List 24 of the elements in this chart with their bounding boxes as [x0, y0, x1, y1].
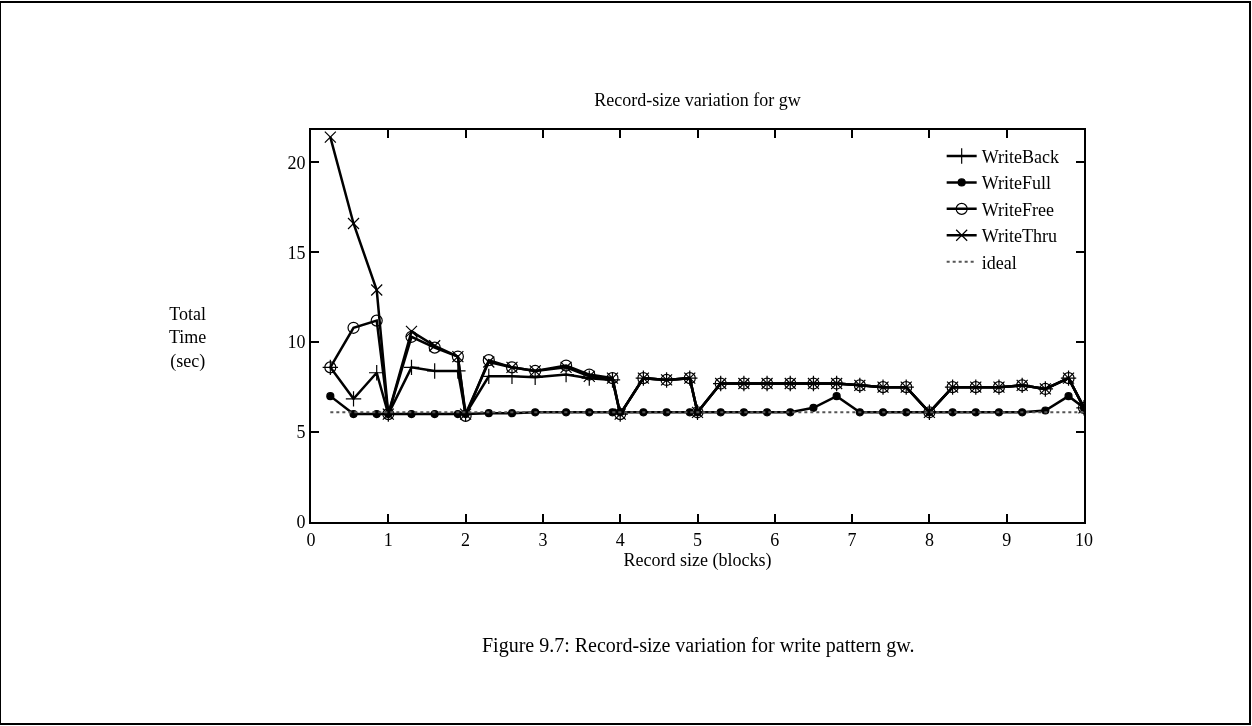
legend-label: WriteFull	[981, 173, 1051, 194]
x-tick-label: 5	[693, 529, 702, 550]
y-tick-label: 0	[296, 512, 306, 533]
x-tick-label: 10	[1075, 529, 1093, 550]
x-tick-label: 4	[615, 529, 625, 550]
legend-label: WriteBack	[981, 147, 1059, 168]
y-axis-title: Total Time (sec)	[169, 304, 207, 372]
caption: Figure 9.7: Record-size variation for write pattern gw.	[482, 634, 915, 657]
legend-label: WriteThru	[981, 226, 1057, 247]
x-axis-title: Record size (blocks)	[623, 549, 772, 571]
legend-label: ideal	[981, 252, 1017, 273]
x-tick-label: 2	[461, 529, 471, 550]
y-tick-label: 20	[287, 152, 306, 173]
y-tick-label: 10	[287, 332, 306, 353]
chart-title: Record-size variation for gw	[594, 90, 801, 111]
x-tick-label: 1	[383, 529, 393, 550]
x-tick-label: 9	[1002, 529, 1012, 550]
x-tick-label: 6	[770, 529, 780, 550]
x-tick-label: 3	[538, 529, 548, 550]
x-tick-label: 8	[924, 529, 934, 550]
y-tick-label: 15	[287, 242, 306, 263]
y-tick-label: 5	[296, 422, 306, 443]
x-tick-label: 7	[847, 529, 857, 550]
legend-label: WriteFree	[981, 199, 1054, 220]
